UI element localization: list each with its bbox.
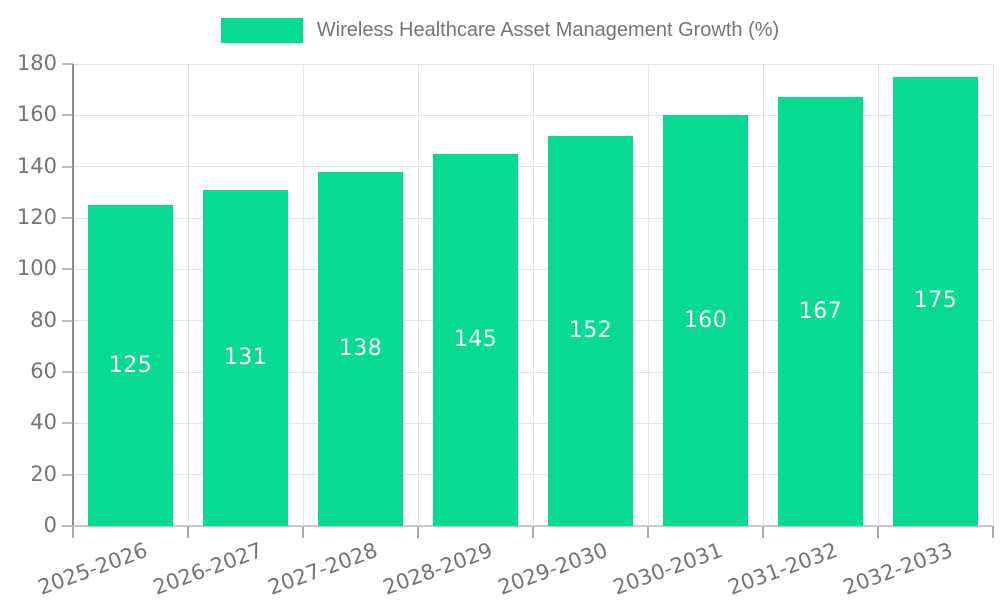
y-axis-tick [62,473,73,476]
x-axis-label: 2029-2030 [494,538,611,600]
bar[interactable] [663,115,748,526]
x-axis-tick [762,526,764,538]
x-axis-label: 2032-2033 [839,538,956,600]
bar-value-label: 145 [453,326,498,352]
gridline-vertical [647,64,649,526]
x-axis-tick [532,526,534,538]
bar-value-label: 175 [913,288,958,314]
y-axis-tick [62,319,73,322]
y-axis-label: 40 [30,410,57,435]
bar[interactable] [893,76,978,526]
legend[interactable]: Wireless Healthcare Asset Management Gro… [0,18,1000,43]
x-axis-tick [877,526,879,538]
x-axis-label: 2025-2026 [34,538,151,600]
bar-value-label: 160 [683,307,728,333]
x-axis-label: 2028-2029 [379,538,496,600]
bar-value-label: 152 [568,317,613,343]
x-axis-tick [992,526,994,538]
gridline-vertical [992,64,994,526]
bar-value-label: 167 [798,298,843,324]
y-axis-label: 100 [16,256,57,281]
bar[interactable] [778,97,863,526]
y-axis-label: 120 [16,205,57,229]
bar[interactable] [318,171,403,526]
x-axis-tick [302,526,304,538]
x-axis-label: 2030-2031 [609,538,726,600]
gridline-vertical [417,64,419,526]
bar[interactable] [88,205,173,526]
gridline-vertical [302,64,304,526]
x-axis-tick [417,526,419,538]
y-axis-tick [62,217,73,219]
y-axis-label: 0 [43,513,57,537]
y-axis-tick [62,525,73,527]
gridline-vertical [762,64,764,526]
gridline-vertical [187,64,189,526]
y-axis-label: 140 [16,153,57,178]
x-axis-label: 2027-2028 [264,538,381,600]
y-axis-tick [62,114,73,117]
x-axis-tick [187,526,189,538]
bar-value-label: 125 [108,352,153,378]
legend-swatch [220,18,303,43]
gridline-vertical [877,64,879,526]
bar-value-label: 131 [223,344,268,370]
y-axis-label: 180 [16,51,57,75]
y-axis-tick [62,422,73,425]
x-axis-label: 2026-2027 [149,538,266,600]
y-axis-label: 80 [30,307,57,332]
y-axis-label: 160 [16,102,57,127]
y-axis-tick [62,371,73,373]
legend-label: Wireless Healthcare Asset Management Gro… [316,19,780,41]
y-axis-line [72,64,74,526]
y-axis-label: 20 [30,461,57,486]
x-axis-line [73,525,993,527]
y-axis-tick [62,165,73,168]
gridline-vertical [532,64,534,526]
bar-value-label: 138 [338,335,383,361]
bar[interactable] [433,153,518,526]
y-axis-label: 60 [30,359,57,383]
y-axis-tick [62,268,73,271]
x-axis-tick [72,526,74,538]
bar[interactable] [548,135,633,526]
y-axis-tick [62,63,73,65]
x-axis-tick [647,526,649,538]
bar[interactable] [203,189,288,526]
x-axis-label: 2031-2032 [724,538,841,600]
